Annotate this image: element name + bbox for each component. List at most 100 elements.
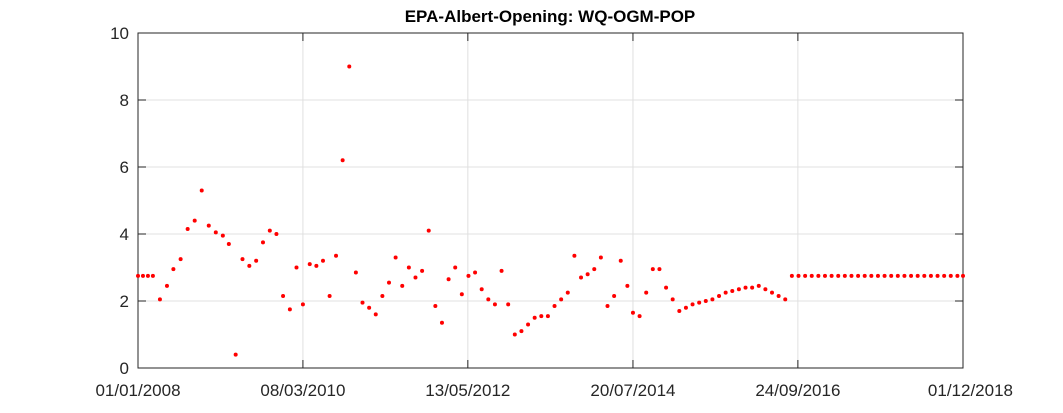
y-tick-label: 10 xyxy=(110,24,129,43)
data-point xyxy=(519,329,524,334)
data-point xyxy=(915,273,920,278)
data-point xyxy=(816,273,821,278)
data-point xyxy=(942,273,947,278)
y-tick-label: 4 xyxy=(120,225,129,244)
data-point xyxy=(637,314,642,319)
data-point xyxy=(618,258,623,263)
data-point xyxy=(459,292,464,297)
data-point xyxy=(353,270,358,275)
data-point xyxy=(809,273,814,278)
data-point xyxy=(922,273,927,278)
data-point xyxy=(882,273,887,278)
data-point xyxy=(486,297,491,302)
data-point xyxy=(400,283,405,288)
data-point xyxy=(466,273,471,278)
data-point xyxy=(506,302,511,307)
data-point xyxy=(386,280,391,285)
data-point xyxy=(803,273,808,278)
data-point xyxy=(479,287,484,292)
data-point xyxy=(605,304,610,309)
data-point xyxy=(644,290,649,295)
data-point xyxy=(439,320,444,325)
data-point xyxy=(703,299,708,303)
data-point xyxy=(683,305,688,310)
data-point xyxy=(334,253,339,258)
data-points xyxy=(136,64,965,357)
data-point xyxy=(347,64,352,69)
data-point xyxy=(220,233,225,238)
data-point xyxy=(552,304,557,309)
y-tick-label: 8 xyxy=(120,91,129,110)
data-point xyxy=(928,273,933,278)
data-point xyxy=(420,268,425,273)
data-point xyxy=(294,265,299,270)
data-point xyxy=(736,287,741,292)
data-point xyxy=(233,352,238,357)
data-point xyxy=(413,275,418,280)
data-point xyxy=(340,158,345,163)
x-tick-labels: 01/01/2008 08/03/2010 13/05/2012 20/07/2014… xyxy=(95,381,1013,400)
data-point xyxy=(783,297,788,302)
data-point xyxy=(367,305,372,310)
data-point xyxy=(300,302,305,307)
x-tick-label: 08/03/2010 xyxy=(260,381,345,400)
data-point xyxy=(697,300,702,305)
data-point xyxy=(320,258,325,263)
data-point xyxy=(240,257,245,262)
data-point xyxy=(723,290,728,295)
data-point xyxy=(836,273,841,278)
data-point xyxy=(433,304,438,309)
data-point xyxy=(473,270,478,275)
data-point xyxy=(327,293,332,298)
data-point xyxy=(902,273,907,278)
data-point xyxy=(140,273,145,278)
data-point xyxy=(565,290,570,295)
data-point xyxy=(842,273,847,278)
data-point xyxy=(526,322,531,327)
data-point xyxy=(869,273,874,278)
data-point xyxy=(909,273,914,278)
data-point xyxy=(360,300,365,305)
data-point xyxy=(763,287,768,292)
data-point xyxy=(206,223,211,228)
data-point xyxy=(446,277,451,282)
data-point xyxy=(267,228,272,233)
axis-tick-marks xyxy=(137,32,964,369)
data-point xyxy=(260,240,265,245)
data-point xyxy=(178,257,183,262)
data-point xyxy=(512,332,517,337)
plot-frame xyxy=(137,32,964,369)
data-point xyxy=(453,265,458,270)
data-point xyxy=(185,226,190,231)
data-point xyxy=(717,293,722,298)
y-tick-label: 6 xyxy=(120,158,129,177)
data-point xyxy=(948,273,953,278)
data-point xyxy=(226,242,231,247)
data-point xyxy=(539,314,544,319)
data-point xyxy=(796,273,801,278)
data-point xyxy=(545,314,550,319)
data-point xyxy=(136,273,140,278)
data-point xyxy=(492,302,497,307)
y-tick-label: 0 xyxy=(120,359,129,378)
data-point xyxy=(895,273,900,278)
data-point xyxy=(670,297,675,302)
data-point xyxy=(145,273,150,278)
data-point xyxy=(199,188,204,193)
data-point xyxy=(862,273,867,278)
data-point xyxy=(829,273,834,278)
data-point xyxy=(579,275,584,280)
data-point xyxy=(373,312,378,317)
data-point xyxy=(657,267,662,272)
data-point xyxy=(287,307,292,312)
x-tick-label: 01/01/2008 xyxy=(95,381,180,400)
data-point xyxy=(849,273,854,278)
data-point xyxy=(426,228,431,233)
data-point xyxy=(157,297,162,302)
data-point xyxy=(776,293,781,298)
data-point xyxy=(314,263,319,268)
x-tick-label: 01/12/2018 xyxy=(928,381,1013,400)
data-point xyxy=(559,297,564,302)
data-point xyxy=(856,273,861,278)
